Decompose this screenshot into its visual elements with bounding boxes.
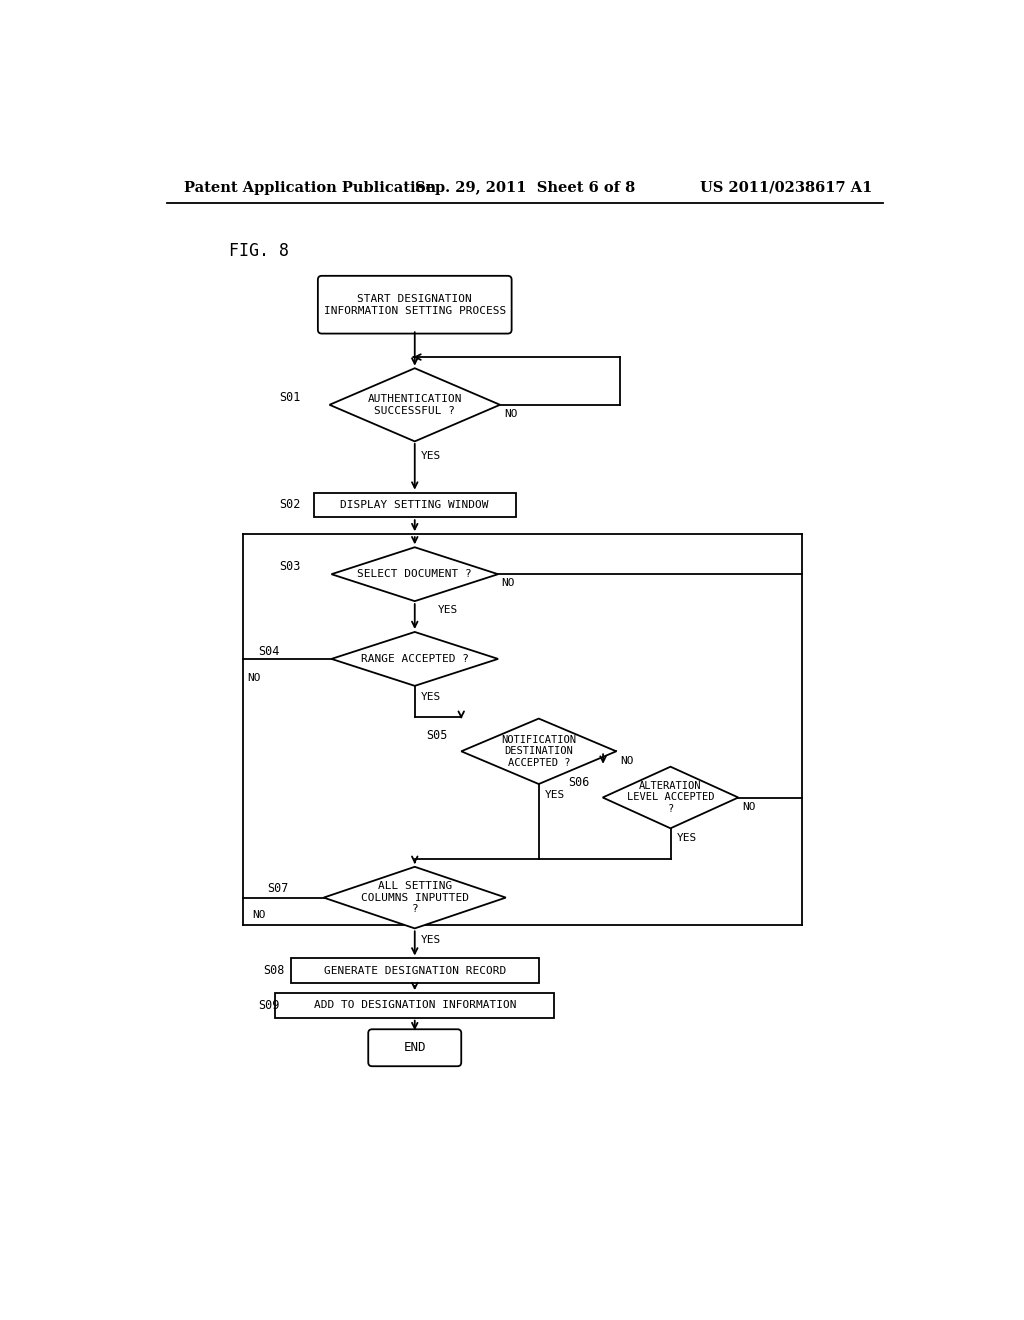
Text: NO: NO <box>502 578 515 589</box>
Polygon shape <box>332 548 498 601</box>
Text: NO: NO <box>621 755 634 766</box>
Text: S09: S09 <box>258 999 280 1012</box>
Bar <box>275 993 554 1018</box>
Text: NO: NO <box>504 409 517 418</box>
Bar <box>291 958 539 983</box>
Text: AUTHENTICATION
SUCCESSFUL ?: AUTHENTICATION SUCCESSFUL ? <box>368 393 462 416</box>
FancyBboxPatch shape <box>369 1030 461 1067</box>
Polygon shape <box>603 767 738 829</box>
Text: US 2011/0238617 A1: US 2011/0238617 A1 <box>699 181 872 194</box>
Text: SELECT DOCUMENT ?: SELECT DOCUMENT ? <box>357 569 472 579</box>
Text: S04: S04 <box>258 644 280 657</box>
Text: YES: YES <box>421 693 441 702</box>
Text: YES: YES <box>677 833 697 842</box>
Text: END: END <box>403 1041 426 1055</box>
Text: S05: S05 <box>426 730 447 742</box>
Bar <box>314 492 515 517</box>
Text: ADD TO DESIGNATION INFORMATION: ADD TO DESIGNATION INFORMATION <box>313 1001 516 1010</box>
Polygon shape <box>332 632 498 686</box>
Text: GENERATE DESIGNATION RECORD: GENERATE DESIGNATION RECORD <box>324 966 506 975</box>
Text: S08: S08 <box>263 964 285 977</box>
Text: YES: YES <box>421 451 441 462</box>
Text: ALTERATION
LEVEL ACCEPTED
?: ALTERATION LEVEL ACCEPTED ? <box>627 781 715 814</box>
Text: NO: NO <box>741 801 756 812</box>
Text: S02: S02 <box>280 499 300 511</box>
Text: ALL SETTING
COLUMNS INPUTTED
?: ALL SETTING COLUMNS INPUTTED ? <box>360 880 469 915</box>
Polygon shape <box>324 867 506 928</box>
Text: RANGE ACCEPTED ?: RANGE ACCEPTED ? <box>360 653 469 664</box>
Text: NOTIFICATION
DESTINATION
ACCEPTED ?: NOTIFICATION DESTINATION ACCEPTED ? <box>502 735 577 768</box>
Text: START DESIGNATION
INFORMATION SETTING PROCESS: START DESIGNATION INFORMATION SETTING PR… <box>324 294 506 315</box>
Text: YES: YES <box>421 935 441 945</box>
Text: Patent Application Publication: Patent Application Publication <box>183 181 436 194</box>
Text: YES: YES <box>438 606 459 615</box>
Polygon shape <box>461 718 616 784</box>
Text: DISPLAY SETTING WINDOW: DISPLAY SETTING WINDOW <box>341 500 489 510</box>
Text: S01: S01 <box>280 391 300 404</box>
Polygon shape <box>330 368 500 441</box>
Text: S07: S07 <box>267 882 289 895</box>
Text: S06: S06 <box>568 776 590 788</box>
Text: Sep. 29, 2011  Sheet 6 of 8: Sep. 29, 2011 Sheet 6 of 8 <box>415 181 635 194</box>
FancyBboxPatch shape <box>317 276 512 334</box>
Text: S03: S03 <box>280 560 300 573</box>
Text: FIG. 8: FIG. 8 <box>228 242 289 260</box>
Text: YES: YES <box>545 791 565 800</box>
Text: NO: NO <box>248 673 261 684</box>
Text: NO: NO <box>252 909 265 920</box>
